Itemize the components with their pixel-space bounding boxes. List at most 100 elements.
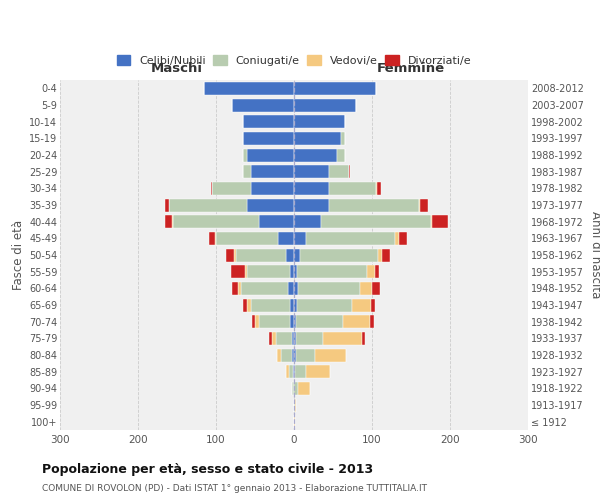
Bar [294, 215, 322, 228]
Bar [395, 232, 400, 245]
Bar [294, 348, 296, 362]
Bar [247, 265, 290, 278]
Bar [215, 232, 216, 245]
Bar [278, 232, 294, 245]
Bar [341, 132, 344, 145]
Bar [432, 215, 448, 228]
Bar [209, 232, 215, 245]
Bar [370, 315, 374, 328]
Bar [431, 215, 432, 228]
Bar [294, 82, 376, 95]
Bar [294, 298, 297, 312]
Bar [169, 198, 247, 211]
Bar [247, 298, 251, 312]
Bar [298, 382, 310, 395]
Bar [294, 182, 329, 195]
Bar [216, 232, 278, 245]
Bar [244, 148, 247, 162]
Bar [298, 282, 360, 295]
Bar [296, 348, 315, 362]
Bar [295, 398, 296, 411]
Bar [296, 315, 343, 328]
Bar [306, 232, 395, 245]
Bar [281, 348, 292, 362]
Bar [226, 248, 234, 262]
Bar [294, 248, 300, 262]
Bar [322, 215, 431, 228]
Bar [329, 182, 376, 195]
Bar [292, 382, 294, 395]
Text: Popolazione per età, sesso e stato civile - 2013: Popolazione per età, sesso e stato civil… [42, 462, 373, 475]
Bar [295, 365, 307, 378]
Bar [372, 282, 380, 295]
Bar [241, 282, 288, 295]
Bar [294, 115, 344, 128]
Bar [244, 115, 294, 128]
Bar [294, 315, 296, 328]
Bar [378, 248, 382, 262]
Bar [290, 298, 294, 312]
Bar [323, 332, 362, 345]
Bar [235, 248, 286, 262]
Bar [242, 165, 244, 178]
Bar [297, 265, 367, 278]
Bar [294, 382, 298, 395]
Bar [294, 398, 295, 411]
Text: Maschi: Maschi [151, 62, 203, 75]
Bar [247, 198, 294, 211]
Bar [400, 232, 407, 245]
Bar [259, 315, 290, 328]
Bar [300, 248, 378, 262]
Bar [231, 265, 245, 278]
Bar [294, 98, 356, 112]
Bar [349, 165, 350, 178]
Bar [211, 182, 212, 195]
Bar [292, 348, 294, 362]
Bar [272, 332, 276, 345]
Bar [259, 215, 294, 228]
Bar [290, 315, 294, 328]
Bar [212, 182, 251, 195]
Bar [419, 198, 421, 211]
Bar [360, 282, 372, 295]
Y-axis label: Anni di nascita: Anni di nascita [589, 212, 600, 298]
Bar [294, 332, 296, 345]
Bar [204, 82, 294, 95]
Bar [286, 365, 289, 378]
Bar [234, 248, 235, 262]
Bar [292, 332, 294, 345]
Bar [232, 98, 294, 112]
Bar [255, 315, 259, 328]
Legend: Celibi/Nubili, Coniugati/e, Vedovi/e, Divorziati/e: Celibi/Nubili, Coniugati/e, Vedovi/e, Di… [112, 50, 476, 70]
Bar [294, 148, 337, 162]
Text: COMUNE DI ROVOLON (PD) - Dati ISTAT 1° gennaio 2013 - Elaborazione TUTTITALIA.IT: COMUNE DI ROVOLON (PD) - Dati ISTAT 1° g… [42, 484, 427, 493]
Bar [173, 215, 259, 228]
Bar [294, 132, 341, 145]
Bar [276, 332, 292, 345]
Bar [294, 165, 329, 178]
Y-axis label: Fasce di età: Fasce di età [11, 220, 25, 290]
Bar [252, 315, 255, 328]
Bar [375, 265, 379, 278]
Bar [382, 248, 390, 262]
Bar [286, 248, 294, 262]
Bar [172, 215, 173, 228]
Bar [244, 165, 251, 178]
Bar [289, 365, 293, 378]
Bar [362, 332, 365, 345]
Bar [294, 232, 306, 245]
Bar [251, 182, 294, 195]
Bar [290, 265, 294, 278]
Bar [371, 298, 375, 312]
Bar [294, 282, 298, 295]
Text: Femmine: Femmine [377, 62, 445, 75]
Bar [377, 182, 380, 195]
Bar [294, 365, 295, 378]
Bar [294, 415, 295, 428]
Bar [329, 165, 349, 178]
Bar [269, 332, 272, 345]
Bar [307, 365, 330, 378]
Bar [315, 348, 346, 362]
Bar [238, 282, 241, 295]
Bar [245, 265, 247, 278]
